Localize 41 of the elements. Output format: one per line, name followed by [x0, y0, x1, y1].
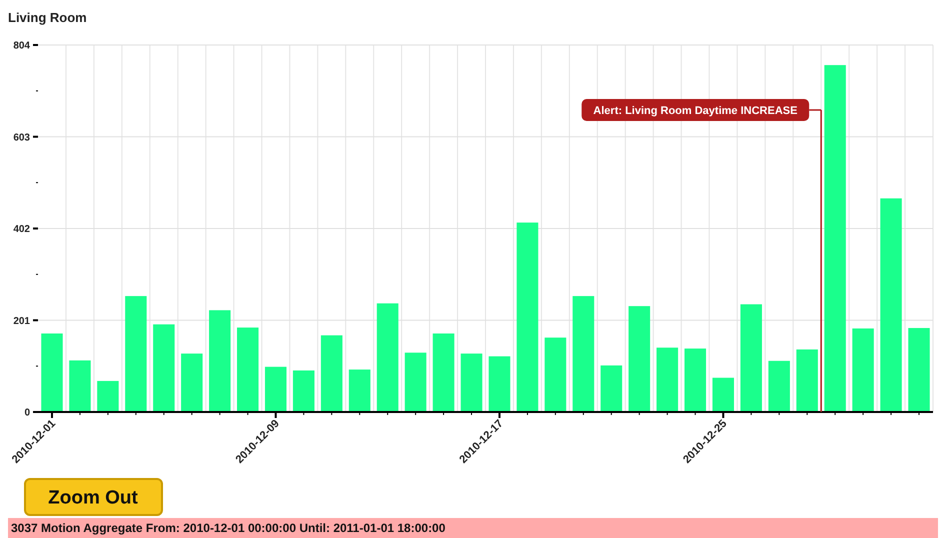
bar [516, 222, 538, 412]
bar [264, 366, 286, 412]
bar [69, 360, 91, 412]
bar [488, 356, 510, 412]
bar [404, 352, 426, 412]
bar [209, 310, 231, 412]
bar [628, 306, 650, 412]
text: Zoom Out [48, 488, 139, 509]
bar [237, 328, 259, 412]
text: 3037 Motion Aggregate From: 2010-12-01 00:00:00 Until: 2011-01-01 18:00:00 [11, 521, 446, 536]
bar [125, 296, 147, 412]
bar [796, 349, 818, 412]
bar [432, 333, 454, 412]
bar [852, 328, 874, 412]
bar [656, 348, 678, 412]
bar [740, 304, 762, 412]
bar [908, 328, 930, 412]
bar [712, 378, 734, 412]
chart-title: Living Room [8, 10, 87, 25]
bar [97, 380, 119, 412]
y-tick-label: 603 [13, 132, 30, 144]
bar [572, 296, 594, 412]
bar [768, 360, 790, 412]
y-tick-label: 402 [13, 224, 30, 235]
bar [348, 370, 370, 412]
y-tick-label: 0 [24, 408, 30, 418]
bar [181, 354, 203, 412]
bar [292, 370, 314, 412]
bar [544, 338, 566, 412]
bar [41, 333, 63, 412]
bar [153, 324, 175, 412]
ref-line-label: Alert: Living Room Daytime INCREASE [593, 104, 798, 117]
bar [880, 198, 902, 412]
y-tick-label: 804 [13, 40, 30, 52]
bar [376, 303, 398, 412]
bar [600, 365, 622, 412]
y-tick-label: 201 [13, 316, 30, 327]
bar [684, 348, 706, 412]
bar [824, 65, 846, 412]
bar [320, 335, 342, 412]
bar [460, 354, 482, 412]
